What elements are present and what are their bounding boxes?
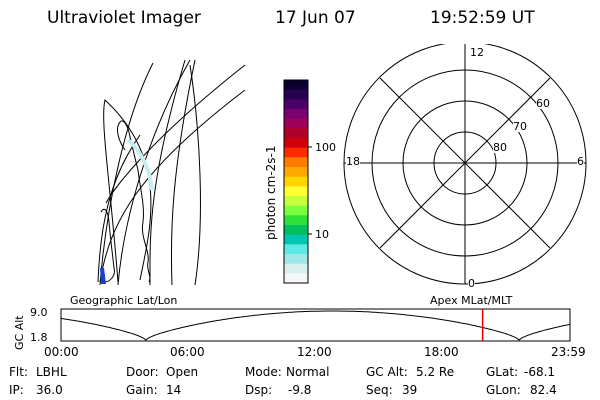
y-tick-1-8: 1.8 [30,331,48,344]
mlt-label-0: 0 [468,277,475,290]
polar-caption: Apex MLat/MLT [430,294,513,307]
dsp-label: Dsp: [245,383,273,397]
mlat-label-60: 60 [536,97,550,110]
ip-value: 36.0 [36,383,63,397]
mlt-label-6: 6 [577,155,584,168]
mlat-label-80: 80 [493,141,507,154]
x-tick-18: 18:00 [424,345,459,359]
colorbar-band [284,263,308,274]
mlt-label-12: 12 [470,46,484,59]
door-label: Door: [126,365,159,379]
geo-caption: Geographic Lat/Lon [70,294,178,307]
x-tick-06: 06:00 [170,345,205,359]
colorbar-band [284,225,308,236]
colorbar-band [284,205,308,216]
colorbar-band [284,234,308,245]
mode-label: Mode: [245,365,282,379]
filter-label: Flt: [9,365,28,379]
dsp-value: -9.8 [288,383,312,397]
glon-value: 82.4 [530,383,557,397]
colorbar-band [284,196,308,207]
glat-value: -68.1 [524,365,556,379]
lon-line [170,59,196,286]
colorbar-band [284,138,308,149]
colorbar-band [284,254,308,265]
colorbar-band [284,273,308,284]
coastline [100,208,115,283]
filter-value: LBHL [36,365,67,379]
x-tick-12: 12:00 [297,345,332,359]
door-value: Open [166,365,199,379]
gain-value: 14 [166,383,182,397]
x-tick-2359: 23:59 [551,345,586,359]
instrument-title: Ultraviolet Imager [47,8,201,28]
y-tick-9: 9.0 [30,306,48,319]
colorbar-band [284,118,308,129]
colorbar-band [284,147,308,158]
aurora-patch [100,268,106,284]
colorbar-band [284,99,308,110]
gc-alt-label: GC Alt: [366,365,408,379]
colorbar-band [284,186,308,197]
lon-line [149,59,186,286]
lon-line [99,62,154,286]
colorbar-tick-10: 10 [315,228,329,241]
lon-line [117,59,191,286]
colorbar-band [284,80,308,91]
seq-value: 39 [402,383,418,397]
aurora-faint [126,138,154,191]
ip-label: IP: [9,383,24,397]
mlt-label-18: 18 [346,155,360,168]
observation-time: 19:52:59 UT [430,8,535,28]
altitude-curve [60,310,571,341]
gain-label: Gain: [126,383,158,397]
colorbar-band [284,89,308,100]
seq-label: Seq: [366,383,393,397]
glon-label: GLon: [486,383,521,397]
colorbar-band [284,167,308,178]
colorbar-band [284,244,308,255]
colorbar [283,79,312,284]
timeline-ylabel: GC Alt [13,315,26,350]
gc-alt-value: 5.2 Re [416,365,455,379]
mlat-label-70: 70 [513,120,527,133]
lat-line [99,89,246,283]
lon-line [189,64,201,286]
colorbar-unit-label: photon cm-2s-1 [264,145,278,241]
polar-plot [343,44,587,285]
lat-line [97,134,141,283]
colorbar-band [284,215,308,226]
mode-value: Normal [286,365,330,379]
colorbar-band [284,128,308,139]
observation-date: 17 Jun 07 [275,8,356,28]
x-tick-00: 00:00 [44,345,79,359]
coastline [117,120,151,283]
colorbar-band [284,157,308,168]
colorbar-tick-100: 100 [315,141,336,154]
colorbar-band [284,109,308,120]
glat-label: GLat: [486,365,519,379]
colorbar-band [284,176,308,187]
mlt-diagonal [379,77,551,249]
altitude-timeline [60,308,571,342]
